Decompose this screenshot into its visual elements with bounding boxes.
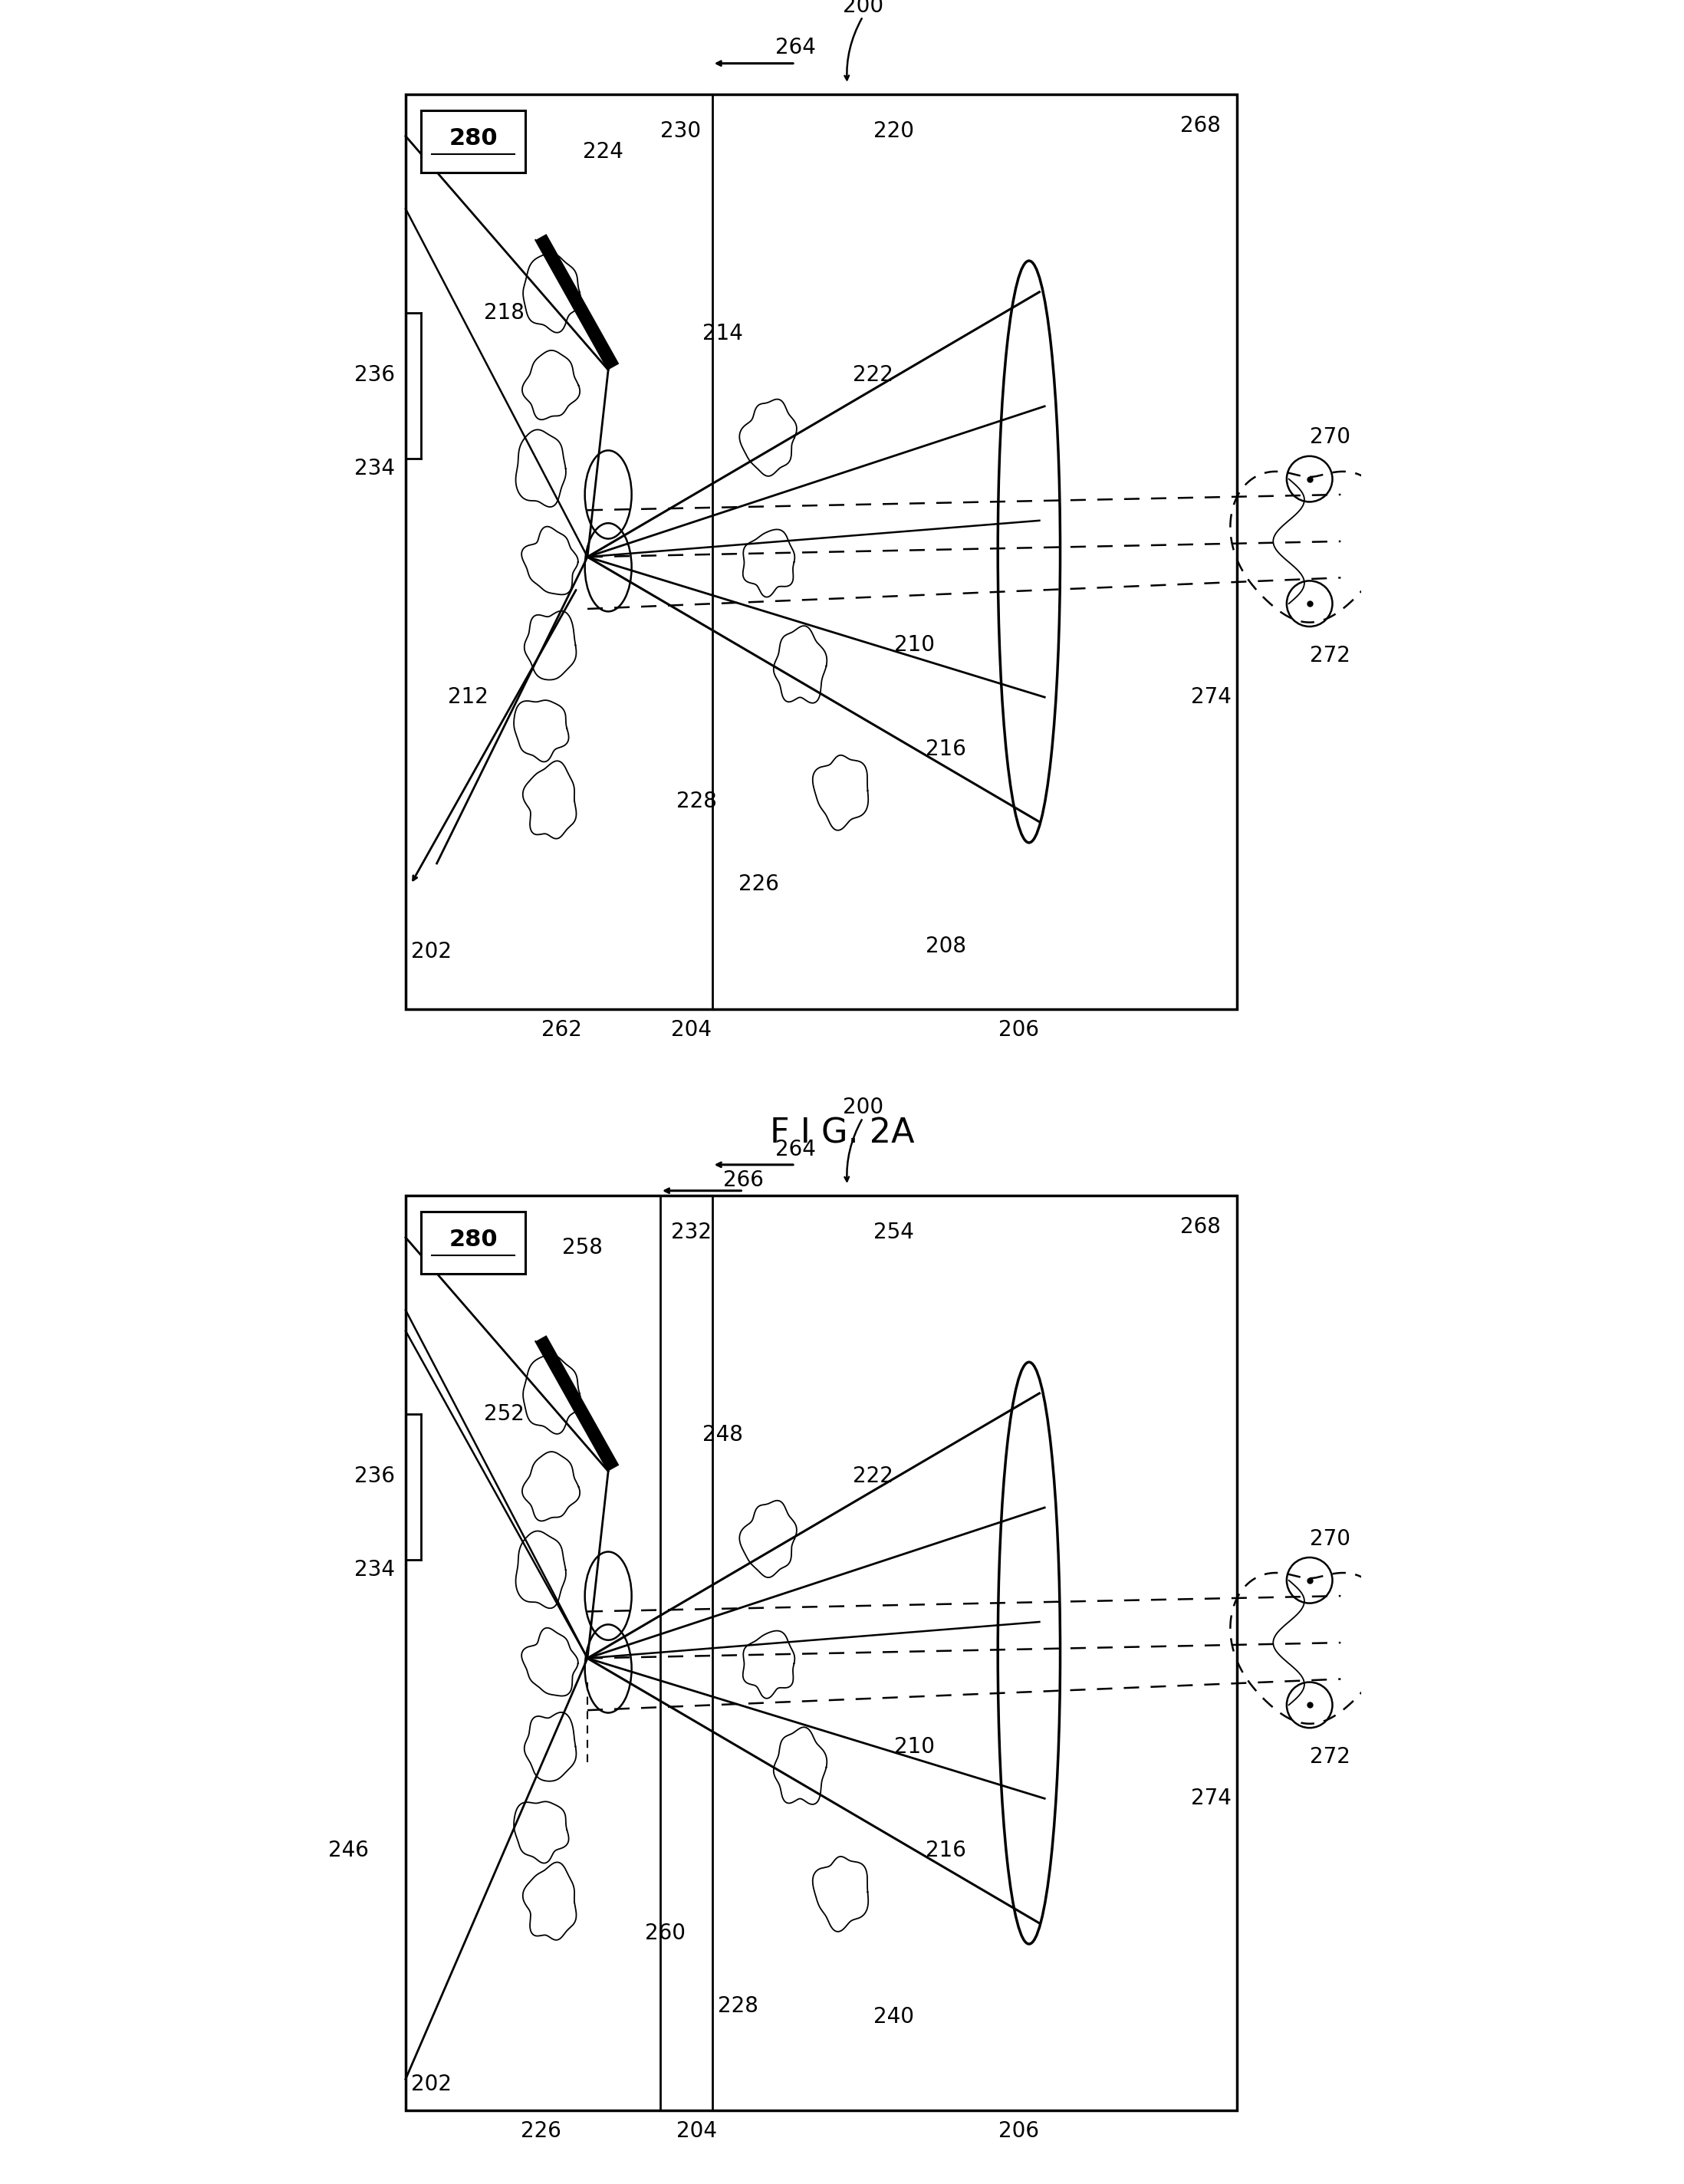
Text: 200: 200 (842, 0, 882, 17)
Text: 204: 204 (670, 1020, 712, 1040)
Text: 220: 220 (874, 120, 914, 142)
Text: 234: 234 (354, 1559, 394, 1581)
Text: 216: 216 (926, 738, 967, 760)
Text: 272: 272 (1310, 1747, 1351, 1767)
Text: 222: 222 (852, 365, 894, 387)
Text: 260: 260 (645, 1922, 685, 1944)
Text: 268: 268 (1180, 116, 1221, 135)
Text: 272: 272 (1310, 644, 1351, 666)
Text: 202: 202 (411, 941, 451, 963)
Text: 264: 264 (775, 37, 815, 59)
Text: 246: 246 (328, 1839, 369, 1861)
Text: 236: 236 (354, 1465, 394, 1487)
Text: 264: 264 (775, 1138, 815, 1160)
Text: 230: 230 (660, 120, 701, 142)
Bar (406, 1197, 1236, 2110)
Text: 268: 268 (1180, 1216, 1221, 1238)
Text: 280: 280 (448, 1227, 497, 1251)
Text: 248: 248 (702, 1424, 743, 1446)
Text: 232: 232 (670, 1221, 712, 1243)
Bar (421, 1212, 525, 1273)
Polygon shape (536, 1334, 620, 1472)
Text: 206: 206 (999, 2121, 1039, 2143)
Text: 238: 238 (473, 157, 514, 179)
Text: 210: 210 (894, 1736, 935, 1758)
Text: 270: 270 (1310, 426, 1351, 448)
Text: 200: 200 (842, 1096, 882, 1118)
Text: 206: 206 (999, 1020, 1039, 1040)
Text: 254: 254 (874, 1221, 914, 1243)
Text: 204: 204 (677, 2121, 717, 2143)
Text: 222: 222 (852, 1465, 894, 1487)
Polygon shape (536, 234, 620, 369)
Text: 258: 258 (562, 1236, 603, 1258)
Text: 262: 262 (541, 1020, 581, 1040)
Text: 224: 224 (583, 142, 623, 162)
Text: 266: 266 (722, 1171, 763, 1190)
Text: F I G. 2A: F I G. 2A (770, 1116, 914, 1151)
Text: 236: 236 (354, 365, 394, 387)
Bar (421, 109, 525, 173)
Text: 226: 226 (520, 2121, 561, 2143)
Text: 280: 280 (448, 127, 497, 149)
Text: 228: 228 (717, 1996, 758, 2018)
Text: 252: 252 (483, 1404, 525, 1424)
Text: 218: 218 (483, 301, 525, 323)
Text: 216: 216 (926, 1839, 967, 1861)
Text: 238: 238 (473, 1258, 514, 1280)
Text: 208: 208 (926, 935, 967, 957)
Text: 212: 212 (448, 686, 488, 708)
Bar (406, 94, 1236, 1009)
Text: 214: 214 (702, 323, 743, 345)
Text: 226: 226 (739, 874, 780, 895)
Text: 202: 202 (411, 2073, 451, 2094)
Text: 270: 270 (1310, 1529, 1351, 1548)
Text: 240: 240 (874, 2005, 914, 2027)
Text: 234: 234 (354, 459, 394, 478)
Text: 274: 274 (1191, 686, 1231, 708)
Text: 274: 274 (1191, 1789, 1231, 1808)
Text: 210: 210 (894, 636, 935, 655)
Text: 228: 228 (677, 791, 717, 812)
